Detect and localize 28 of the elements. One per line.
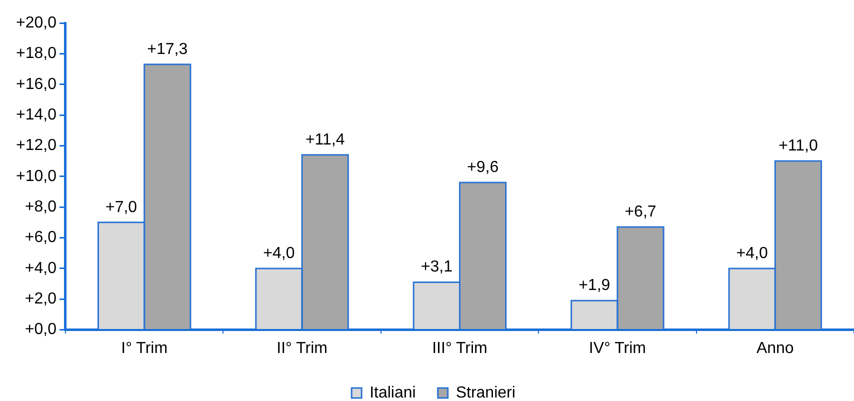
x-tick-label: III° Trim (432, 340, 488, 357)
y-tick-label: +6,0 (24, 229, 57, 246)
x-tick-label: II° Trim (276, 340, 328, 357)
y-tick-label: +2,0 (24, 290, 57, 308)
y-tick-label: +0,0 (24, 321, 57, 338)
legend-label: Stranieri (456, 384, 516, 401)
data-label: +4,0 (263, 244, 295, 262)
data-label: +3,1 (420, 258, 453, 276)
y-tick-label: +4,0 (24, 260, 57, 277)
x-tick-label: I° Trim (121, 340, 168, 357)
data-label: +7,0 (105, 198, 138, 216)
x-tick-label: IV° Trim (588, 340, 646, 357)
y-tick-label: +8,0 (24, 198, 57, 216)
y-tick-label: +16,0 (16, 76, 57, 93)
data-label: +9,6 (467, 158, 499, 176)
y-tick-label: +18,0 (16, 45, 57, 62)
y-tick-label: +20,0 (16, 14, 57, 32)
y-tick-label: +10,0 (16, 168, 57, 185)
data-label: +17,3 (147, 40, 188, 58)
data-label: +6,7 (624, 203, 656, 220)
data-label: +4,0 (736, 244, 768, 262)
y-tick-label: +14,0 (16, 106, 57, 124)
data-label: +11,0 (778, 137, 818, 154)
x-tick-label: Anno (756, 340, 794, 357)
y-tick-label: +12,0 (16, 137, 57, 154)
data-label: +11,4 (305, 131, 345, 148)
legend-label: Italiani (370, 384, 416, 401)
data-label: +1,9 (578, 277, 610, 294)
